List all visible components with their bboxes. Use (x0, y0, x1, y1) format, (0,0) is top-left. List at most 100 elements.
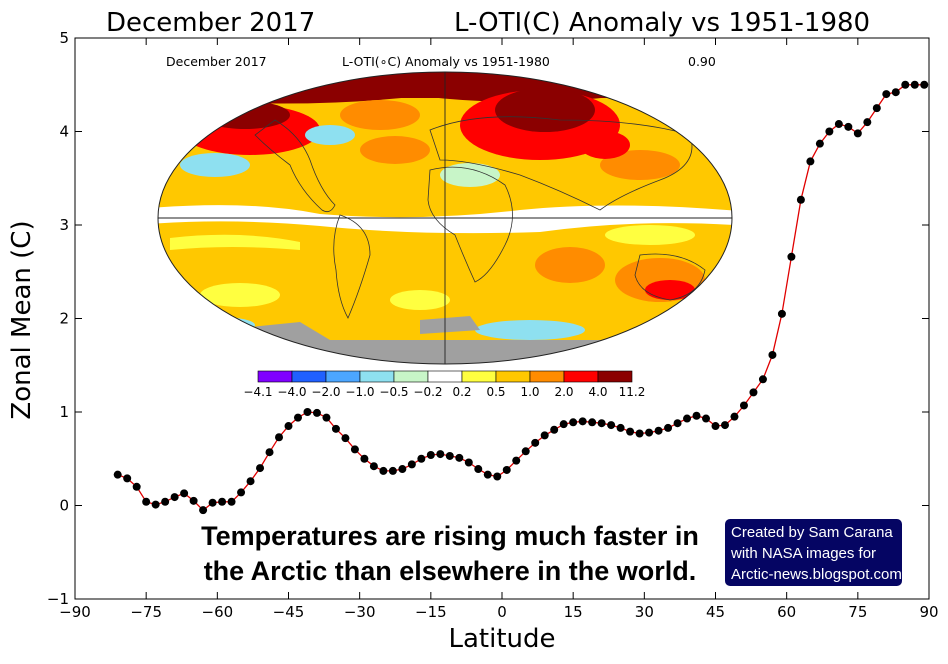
map-label-title: L-OTI(∘C) Anomaly vs 1951-1980 (342, 54, 550, 69)
data-point (891, 88, 900, 97)
data-point (227, 497, 236, 506)
y-tick-label: 1 (59, 403, 69, 421)
data-point (398, 465, 407, 474)
data-point (388, 466, 397, 475)
data-point (350, 445, 359, 454)
data-point (901, 80, 910, 89)
map-colorbar-ticks: −4.1 −4.0 −2.0 −1.0 −0.5 −0.2 0.2 0.5 1.0 2.0 4.0 1… (243, 385, 645, 399)
data-point (512, 456, 521, 465)
data-point (749, 388, 758, 397)
colorbar-swatch (325, 370, 361, 383)
credit-line-3: Arctic-news.blogspot.com (731, 566, 902, 583)
data-point (170, 493, 179, 502)
x-tick-label: −15 (415, 603, 447, 621)
data-point (550, 425, 559, 434)
data-point (426, 451, 435, 460)
data-point (702, 414, 711, 423)
data-point (455, 453, 464, 462)
credit-line-2: with NASA images for (730, 545, 876, 562)
x-tick-label: 0 (497, 603, 507, 621)
colorbar-swatch (529, 370, 565, 383)
y-axis-label: Zonal Mean (C) (7, 220, 37, 419)
credit-background (725, 519, 902, 586)
data-point (834, 120, 843, 129)
colorbar-swatch (495, 370, 531, 383)
data-point (132, 482, 141, 491)
data-point (730, 412, 739, 421)
data-point (910, 80, 919, 89)
annotation-line-2: the Arctic than elsewhere in the world. (204, 556, 697, 586)
map-label-date: December 2017 (166, 54, 267, 69)
credit-box: Created by Sam Carana with NASA images f… (725, 519, 902, 586)
colorbar-tick-label: 0.5 (486, 385, 505, 399)
data-point (151, 500, 160, 509)
data-point (664, 423, 673, 432)
data-point (588, 418, 597, 427)
data-point (578, 417, 587, 426)
colorbar-swatch (291, 370, 327, 383)
data-point (815, 139, 824, 148)
data-point (768, 350, 777, 359)
data-point (161, 497, 170, 506)
colorbar-swatch (427, 370, 463, 383)
data-point (341, 434, 350, 443)
data-point (683, 414, 692, 423)
data-point (720, 421, 729, 430)
data-point (569, 418, 578, 427)
data-point (474, 465, 483, 474)
data-point (379, 466, 388, 475)
x-tick-label: −45 (273, 603, 305, 621)
data-point (493, 472, 502, 481)
data-point (806, 157, 815, 166)
colorbar-tick-label: −4.1 (243, 385, 272, 399)
data-point (331, 424, 340, 433)
data-point (559, 420, 568, 429)
data-point (616, 423, 625, 432)
colorbar-swatch (393, 370, 429, 383)
data-point (237, 488, 246, 497)
data-point (540, 431, 549, 440)
data-point (635, 429, 644, 438)
x-tick-label: 90 (919, 603, 938, 621)
data-point (853, 129, 862, 138)
data-point (872, 104, 881, 113)
y-axis-ticks: −1 0 1 2 3 4 5 (47, 29, 929, 608)
data-point (275, 433, 284, 442)
data-point (502, 465, 511, 474)
data-point (256, 464, 265, 473)
data-point (142, 497, 151, 506)
data-point (597, 419, 606, 428)
x-tick-label: 45 (706, 603, 725, 621)
data-point (787, 252, 796, 261)
data-point (920, 80, 929, 89)
y-tick-label: 2 (59, 310, 69, 328)
colorbar-swatch (597, 370, 633, 383)
data-point (265, 448, 274, 457)
data-point (645, 428, 654, 437)
data-point (844, 122, 853, 131)
x-tick-label: −90 (59, 603, 91, 621)
data-point (464, 458, 473, 467)
data-point (360, 454, 369, 463)
annotation-line-1: Temperatures are rising much faster in (201, 521, 699, 551)
data-point (777, 309, 786, 318)
map-label-mean: 0.90 (688, 54, 716, 69)
data-point (654, 426, 663, 435)
map-colorbar (257, 370, 633, 383)
data-point (312, 408, 321, 417)
data-point (246, 477, 255, 486)
x-tick-label: −30 (344, 603, 376, 621)
data-point (445, 451, 454, 460)
x-tick-label: 30 (635, 603, 654, 621)
credit-line-1: Created by Sam Carana (731, 524, 893, 541)
data-point (407, 460, 416, 469)
data-point (293, 413, 302, 422)
colorbar-tick-label: −4.0 (277, 385, 306, 399)
data-point (417, 454, 426, 463)
colorbar-swatch (359, 370, 395, 383)
data-point (863, 118, 872, 127)
y-tick-label: −1 (47, 590, 69, 608)
colorbar-tick-label: −0.5 (379, 385, 408, 399)
data-point (189, 496, 198, 505)
data-point (369, 462, 378, 471)
